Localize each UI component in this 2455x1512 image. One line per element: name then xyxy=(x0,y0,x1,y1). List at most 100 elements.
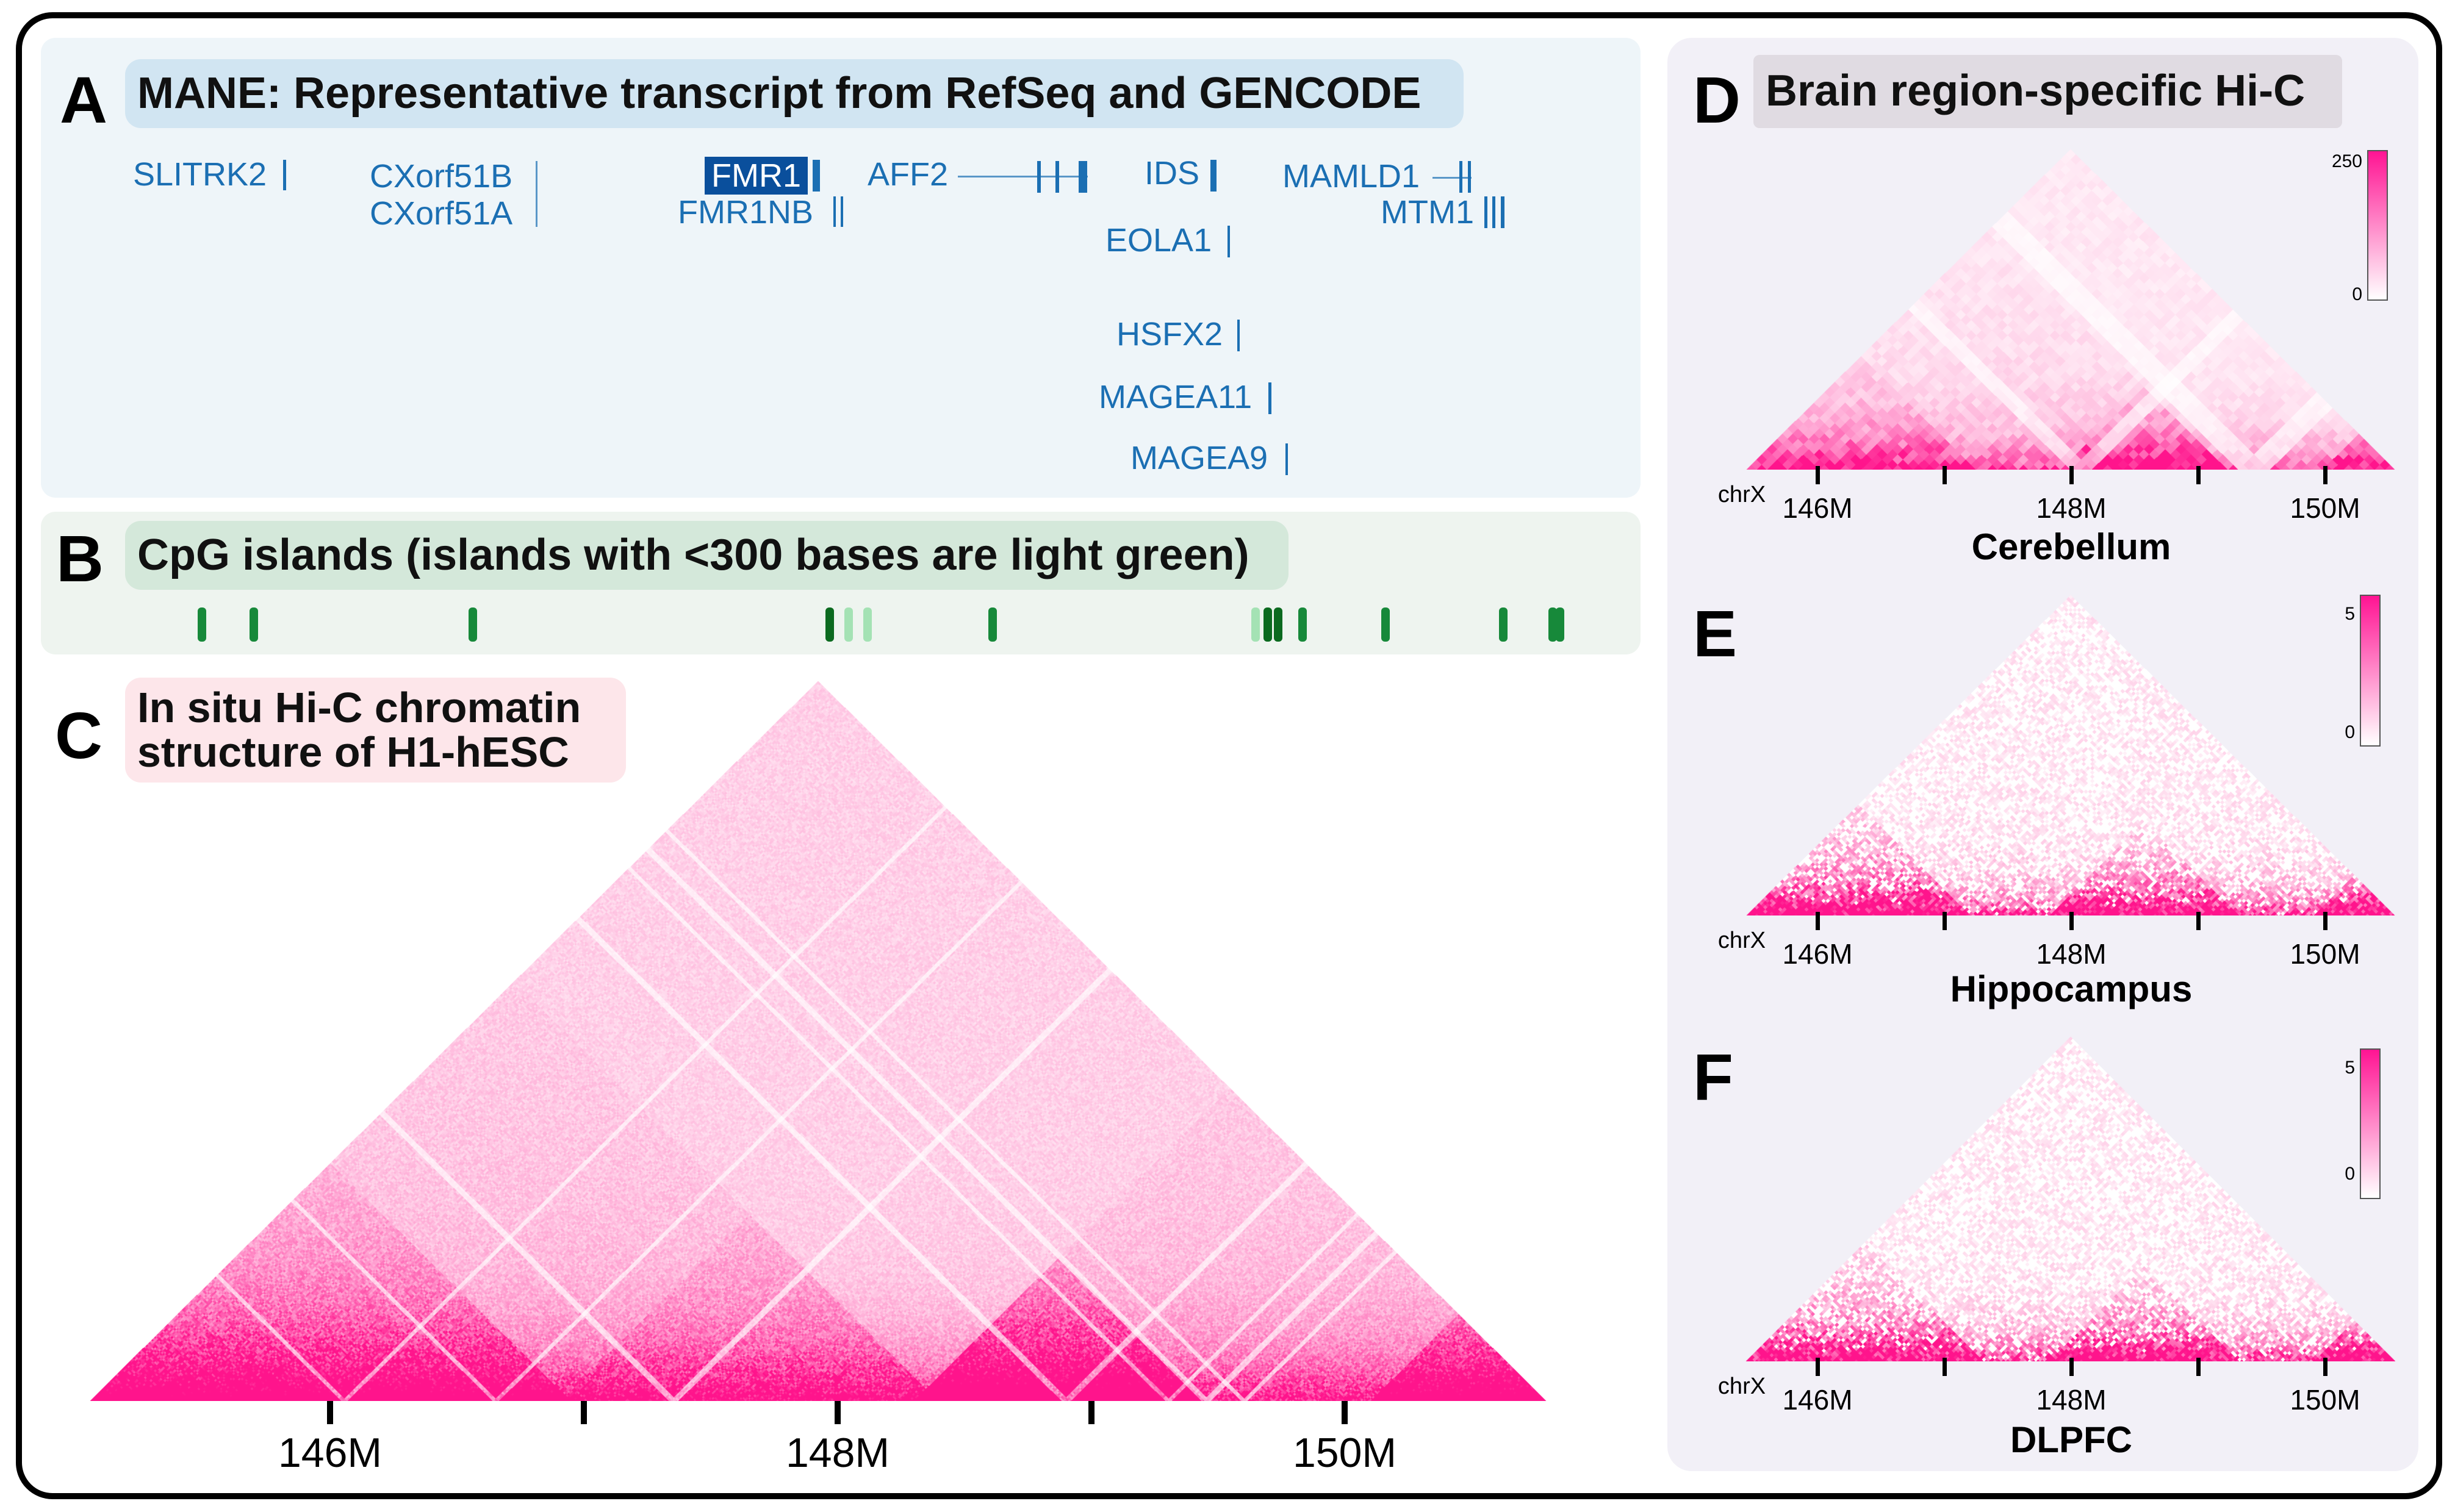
axis-tick xyxy=(2323,1358,2327,1376)
gene-label[interactable]: MAGEA9 xyxy=(1130,440,1268,476)
axis-tick-label: 148M xyxy=(785,1430,890,1476)
gene-label[interactable]: MTM1 xyxy=(1381,194,1474,231)
gene-structure-icon xyxy=(1484,196,1487,228)
axis-tick xyxy=(1943,1358,1947,1376)
axis-tick xyxy=(581,1385,587,1424)
axis-tick-label: 150M xyxy=(2290,492,2360,524)
axis-tick xyxy=(835,1385,841,1424)
gene-structure-icon xyxy=(1237,320,1240,351)
axis-tick-label: 150M xyxy=(2290,938,2360,970)
axis-tick xyxy=(1816,1358,1820,1376)
gene-structure-icon xyxy=(536,161,537,227)
hic-heatmap-dlpfc xyxy=(1745,1036,2395,1361)
gene-label[interactable]: FMR1NB xyxy=(678,194,814,231)
heatmap-title-dlpfc: DLPFC xyxy=(2010,1419,2132,1460)
gene-structure-icon xyxy=(813,160,820,192)
axis-tick xyxy=(1342,1385,1348,1424)
hic-heatmap-h1-hesc xyxy=(89,681,1547,1401)
cpg-island xyxy=(1556,607,1564,642)
panel-letter-f: F xyxy=(1693,1040,1733,1114)
panel-c-title-line2: structure of H1-hESC xyxy=(137,728,569,776)
gene-structure-icon xyxy=(833,196,836,227)
cpg-island xyxy=(825,607,834,642)
axis-tick-label: 150M xyxy=(1292,1430,1397,1476)
axis-tick xyxy=(1943,912,1947,930)
gene-structure-icon xyxy=(1268,382,1271,414)
heatmap-title-cerebellum: Cerebellum xyxy=(1971,526,2171,567)
gene-label[interactable]: MAGEA11 xyxy=(1099,379,1253,415)
chrom-label: chrX xyxy=(1717,1374,1766,1399)
figure-frame xyxy=(16,12,2442,1499)
gene-label[interactable]: SLITRK2 xyxy=(133,156,267,193)
axis-tick xyxy=(2196,912,2201,930)
axis-tick-label: 148M xyxy=(2036,938,2107,970)
cpg-island xyxy=(1499,607,1508,642)
gene-label-highlighted[interactable]: FMR1 xyxy=(705,157,808,195)
panel-c-title: In situ Hi-C chromatin structure of H1-h… xyxy=(125,678,626,783)
cpg-island xyxy=(250,607,258,642)
heatmap-title-hippocampus: Hippocampus xyxy=(1950,969,2193,1009)
gene-structure-icon xyxy=(1228,226,1230,257)
chrom-label: chrX xyxy=(1717,928,1766,953)
cpg-island-short xyxy=(1251,607,1260,642)
gene-structure-icon xyxy=(1459,161,1462,193)
gene-structure-icon xyxy=(1501,196,1504,228)
gene-structure-icon xyxy=(1492,196,1495,228)
axis-tick xyxy=(1943,466,1947,484)
axis-tick xyxy=(1088,1385,1095,1424)
gene-structure-icon xyxy=(283,160,286,190)
cpg-island xyxy=(1381,607,1390,642)
axis-tick-label: 148M xyxy=(2036,492,2107,524)
gene-label[interactable]: CXorf51B xyxy=(370,158,513,195)
axis-tick xyxy=(1816,912,1820,930)
axis-tick-label: 146M xyxy=(1782,1384,1853,1416)
cpg-island-short xyxy=(844,607,853,642)
gene-structure-icon xyxy=(1285,443,1288,475)
gene-label[interactable]: AFF2 xyxy=(868,156,949,193)
panel-c-title-line1: In situ Hi-C chromatin xyxy=(137,683,581,731)
panel-letter-d: D xyxy=(1693,63,1741,137)
axis-tick xyxy=(2323,912,2327,930)
axis-tick-label: 146M xyxy=(1782,938,1853,970)
cpg-island xyxy=(469,607,477,642)
gene-label[interactable]: CXorf51A xyxy=(370,195,513,232)
panel-letter-e: E xyxy=(1693,597,1738,670)
hic-heatmap-hippocampus xyxy=(1745,595,2395,915)
axis-tick xyxy=(2069,912,2074,930)
hic-heatmap-cerebellum xyxy=(1745,149,2395,470)
gene-structure-icon xyxy=(1468,161,1471,193)
panel-letter-b: B xyxy=(56,521,104,595)
axis-tick-label: 146M xyxy=(1782,492,1853,524)
panel-a-title: MANE: Representative transcript from Ref… xyxy=(125,59,1464,128)
axis-tick xyxy=(2323,466,2327,484)
cpg-island xyxy=(1274,607,1282,642)
gene-structure-icon xyxy=(1432,177,1472,179)
panel-letter-a: A xyxy=(60,63,107,137)
gene-label[interactable]: MAMLD1 xyxy=(1282,158,1420,195)
cpg-island-short xyxy=(863,607,872,642)
gene-structure-icon xyxy=(1210,160,1217,192)
panel-b-title: CpG islands (islands with <300 bases are… xyxy=(125,521,1289,590)
axis-tick xyxy=(2069,1358,2074,1376)
gene-structure-icon xyxy=(841,196,843,227)
gene-label[interactable]: EOLA1 xyxy=(1105,222,1212,259)
cpg-island xyxy=(198,607,206,642)
gene-structure-icon xyxy=(1055,161,1059,193)
axis-tick xyxy=(2196,466,2201,484)
gene-label[interactable]: HSFX2 xyxy=(1116,316,1223,353)
gene-structure-icon xyxy=(1079,161,1087,193)
cpg-island xyxy=(1298,607,1307,642)
axis-tick-label: 146M xyxy=(278,1430,383,1476)
axis-tick-label: 148M xyxy=(2036,1384,2107,1416)
gene-structure-icon xyxy=(1037,161,1041,193)
axis-tick xyxy=(2196,1358,2201,1376)
cpg-island xyxy=(988,607,997,642)
axis-tick xyxy=(327,1385,333,1424)
gene-label[interactable]: IDS xyxy=(1145,155,1200,192)
axis-tick xyxy=(2069,466,2074,484)
chrom-label: chrX xyxy=(1717,482,1766,507)
cpg-island xyxy=(1263,607,1272,642)
gene-structure-icon xyxy=(958,176,1088,177)
cpg-island xyxy=(1548,607,1557,642)
panel-d-title: Brain region-specific Hi-C xyxy=(1753,55,2342,128)
